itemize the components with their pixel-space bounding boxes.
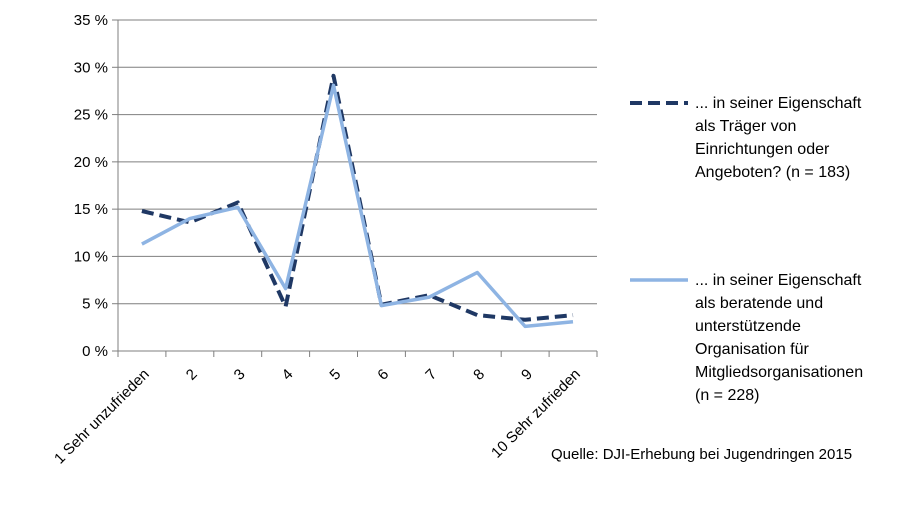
series-lines bbox=[141, 73, 574, 329]
y-tick-label: 15 % bbox=[74, 201, 108, 218]
y-tick-label: 30 % bbox=[74, 59, 108, 76]
x-tick-label: 3 bbox=[231, 366, 249, 384]
series-line-2 bbox=[141, 83, 574, 329]
y-tick-label: 25 % bbox=[74, 107, 108, 124]
gridlines bbox=[118, 19, 597, 305]
y-tick-label: 0 % bbox=[82, 343, 108, 360]
x-tick-label: 7 bbox=[422, 366, 440, 384]
x-tick-label: 2 bbox=[183, 366, 201, 384]
legend-label-1: ... in seiner Eigenschaft als Träger von E… bbox=[695, 95, 862, 181]
x-axis-tick-labels: 1 Sehr unzufrieden 2 3 4 5 6 7 8 910 Sehr zufrie… bbox=[51, 366, 584, 468]
axes bbox=[112, 19, 598, 357]
y-axis-tick-labels: 0 % 5 % 10 % 15 % 20 % 25 % 30 % 35 % bbox=[74, 12, 108, 360]
x-tick-label: 5 bbox=[326, 366, 344, 384]
y-tick-label: 20 % bbox=[74, 154, 108, 171]
y-tick-label: 35 % bbox=[74, 12, 108, 29]
y-tick-label: 5 % bbox=[82, 296, 108, 313]
x-tick-label: 1 Sehr unzufrieden bbox=[51, 366, 153, 468]
y-tick-label: 10 % bbox=[74, 248, 108, 265]
x-tick-label: 8 bbox=[470, 366, 488, 384]
source-note: Quelle: DJI-Erhebung bei Jugendringen 20… bbox=[551, 446, 853, 463]
legend: ... in seiner Eigenschaft als Träger von E… bbox=[630, 95, 863, 404]
x-tick-label: 9 bbox=[518, 366, 536, 384]
legend-label-2: ... in seiner Eigenschaft als beratende u… bbox=[695, 272, 863, 404]
x-tick-label: 4 bbox=[279, 366, 297, 384]
x-tick-label: 6 bbox=[374, 366, 392, 384]
